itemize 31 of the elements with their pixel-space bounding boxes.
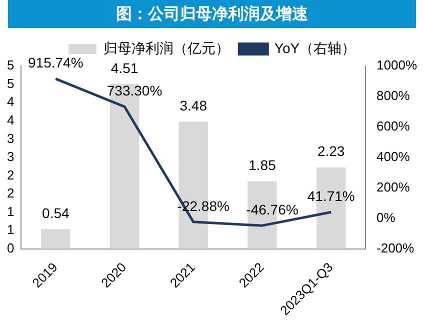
y2-tick-label: 600% <box>376 118 410 134</box>
y-tick-label: 2 <box>6 186 14 201</box>
y2-tick-label: 800% <box>376 88 410 104</box>
y-tick-label: 5 <box>6 58 14 73</box>
data-label: 733.30% <box>106 82 162 99</box>
y-tick-label: 1 <box>6 222 14 238</box>
y-tick-label: 1 <box>6 204 14 219</box>
data-label: 41.71% <box>307 188 355 204</box>
y-tick-label: 0 <box>6 240 14 256</box>
y-tick-label: 4 <box>6 112 14 128</box>
y2-tick-label: 1000% <box>376 58 418 73</box>
data-label: 3.48 <box>180 97 208 114</box>
bar <box>41 229 70 249</box>
y-tick-label: 3 <box>6 149 14 164</box>
legend-label: YoY（右轴） <box>274 40 356 56</box>
data-label: 4.51 <box>110 60 138 76</box>
y2-tick-label: 0% <box>376 210 396 226</box>
data-label: 0.54 <box>42 205 70 222</box>
y-tick-label: 3 <box>6 130 14 146</box>
y-tick-label: 5 <box>6 76 14 91</box>
y2-tick-label: -200% <box>376 240 415 256</box>
y2-tick-label: 200% <box>376 180 410 195</box>
data-label: 1.85 <box>248 157 276 174</box>
legend-label: 归母净利润（亿元） <box>103 40 230 56</box>
chart-title: 图：公司归母净利润及增速 <box>8 0 416 28</box>
y2-tick-label: 400% <box>376 149 410 164</box>
y-tick-label: 4 <box>6 94 14 110</box>
data-label: 2.23 <box>317 143 345 160</box>
data-label: -46.76% <box>246 201 298 218</box>
y-tick-label: 2 <box>6 167 14 182</box>
data-label: 915.74% <box>28 54 84 71</box>
